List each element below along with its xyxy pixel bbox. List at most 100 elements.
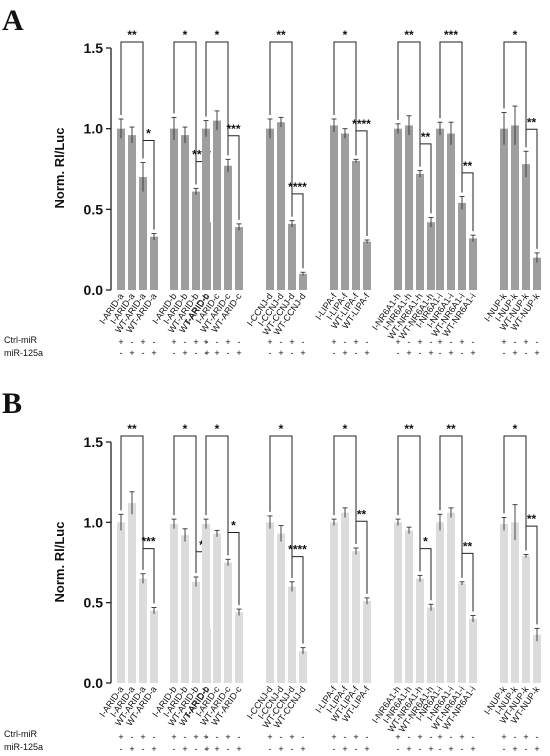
significance-label: * xyxy=(215,28,220,42)
significance-label: **** xyxy=(352,117,371,131)
significance-bracket xyxy=(173,435,197,573)
significance-bracket xyxy=(525,128,538,249)
bar xyxy=(416,173,424,290)
significance-label: * xyxy=(279,422,284,436)
ctrl-mir-sign: + xyxy=(459,337,464,347)
mir-125a-sign: - xyxy=(120,348,123,358)
mir-125a-sign: + xyxy=(182,348,187,358)
bar xyxy=(235,612,243,683)
ctrl-mir-sign: - xyxy=(430,337,433,347)
ctrl-mir-sign: - xyxy=(536,732,539,742)
ctrl-mir-sign: + xyxy=(140,337,145,347)
bar xyxy=(150,236,158,290)
mir-125a-sign: - xyxy=(419,744,422,754)
bar xyxy=(266,128,274,290)
mir-125a-sign: - xyxy=(503,744,506,754)
significance-bracket xyxy=(269,41,293,217)
bar xyxy=(436,522,444,683)
bar xyxy=(139,578,147,683)
ctrl-mir-sign: + xyxy=(118,337,123,347)
mir-125a-sign: - xyxy=(397,744,400,754)
mir-125a-sign: - xyxy=(291,744,294,754)
mir-125a-sign: + xyxy=(278,348,283,358)
significance-bracket xyxy=(205,41,229,156)
bar xyxy=(394,128,402,290)
significance-label: ** xyxy=(127,28,137,42)
significance-label: ** xyxy=(446,422,456,436)
significance-label: * xyxy=(215,422,220,436)
ctrl-mir-sign: - xyxy=(430,732,433,742)
mir-125a-sign: + xyxy=(364,744,369,754)
bar xyxy=(330,125,338,290)
significance-label: ** xyxy=(404,422,414,436)
significance-bracket xyxy=(291,556,304,644)
ctrl-mir-sign: - xyxy=(344,732,347,742)
ctrl-mir-sign: - xyxy=(514,732,517,742)
significance-bracket xyxy=(439,435,463,578)
panel-letter: A xyxy=(2,4,24,37)
treatment-label-mir-125a: miR-125a xyxy=(4,742,43,752)
y-tick-label: 0.5 xyxy=(84,201,104,217)
ctrl-mir-sign: + xyxy=(225,732,230,742)
mir-125a-sign: + xyxy=(236,348,241,358)
bar xyxy=(363,241,371,290)
ctrl-mir-sign: + xyxy=(523,732,528,742)
significance-label: * xyxy=(423,535,428,549)
bar xyxy=(427,607,435,683)
panel-a: A Norm. Rl/Luc 0.0 0.5 1.0 1.5 Ctrl-miR miR-1… xyxy=(2,4,542,358)
bar xyxy=(522,164,530,290)
significance-label: ** xyxy=(404,28,414,42)
ctrl-mir-sign: - xyxy=(280,337,283,347)
mir-125a-sign: + xyxy=(129,744,134,754)
ctrl-mir-sign: - xyxy=(184,337,187,347)
mir-125a-sign: - xyxy=(439,744,442,754)
mir-125a-sign: + xyxy=(151,744,156,754)
significance-bracket xyxy=(291,193,304,269)
significance-bracket xyxy=(397,41,421,167)
bar xyxy=(288,223,296,290)
bar xyxy=(117,128,125,290)
significance-label: * xyxy=(513,422,518,436)
mir-125a-sign: - xyxy=(227,348,230,358)
mir-125a-sign: - xyxy=(439,348,442,358)
significance-bracket xyxy=(461,172,474,232)
treatment-label-ctrl-mir: Ctrl-miR xyxy=(4,729,37,739)
bar xyxy=(533,257,541,290)
ctrl-mir-sign: - xyxy=(366,337,369,347)
significance-label: * xyxy=(343,28,348,42)
ctrl-mir-sign: + xyxy=(118,732,123,742)
mir-125a-sign: - xyxy=(397,348,400,358)
significance-label: ** xyxy=(421,130,431,144)
mir-125a-sign: + xyxy=(470,348,475,358)
ctrl-mir-sign: - xyxy=(472,732,475,742)
significance-label: ** xyxy=(127,422,137,436)
mir-125a-sign: - xyxy=(503,348,506,358)
significance-label: ** xyxy=(357,507,367,521)
ctrl-mir-sign: - xyxy=(450,337,453,347)
mir-125a-sign: - xyxy=(205,744,208,754)
mir-125a-sign: + xyxy=(151,348,156,358)
panel-letter: B xyxy=(2,387,22,420)
mir-125a-sign: - xyxy=(142,348,145,358)
mir-125a-sign: - xyxy=(355,744,358,754)
panel-b: B Norm. Rl/Luc 0.0 0.5 1.0 1.5 Ctrl-miR miR-1… xyxy=(2,387,542,754)
ctrl-mir-sign: + xyxy=(203,337,208,347)
bar xyxy=(170,523,178,683)
mir-125a-sign: + xyxy=(182,744,187,754)
bar xyxy=(224,165,232,290)
significance-label: *** xyxy=(141,535,155,549)
bar xyxy=(352,551,360,683)
bar xyxy=(299,273,307,290)
mir-125a-sign: + xyxy=(342,348,347,358)
significance-bracket xyxy=(525,525,538,625)
significance-bracket xyxy=(461,552,474,612)
significance-bracket xyxy=(205,435,229,556)
bar xyxy=(405,125,413,290)
mir-125a-sign: - xyxy=(525,348,528,358)
ctrl-mir-sign: + xyxy=(225,337,230,347)
bar xyxy=(288,586,296,683)
bar xyxy=(202,128,210,290)
ctrl-mir-sign: + xyxy=(417,337,422,347)
mir-125a-sign: + xyxy=(428,348,433,358)
